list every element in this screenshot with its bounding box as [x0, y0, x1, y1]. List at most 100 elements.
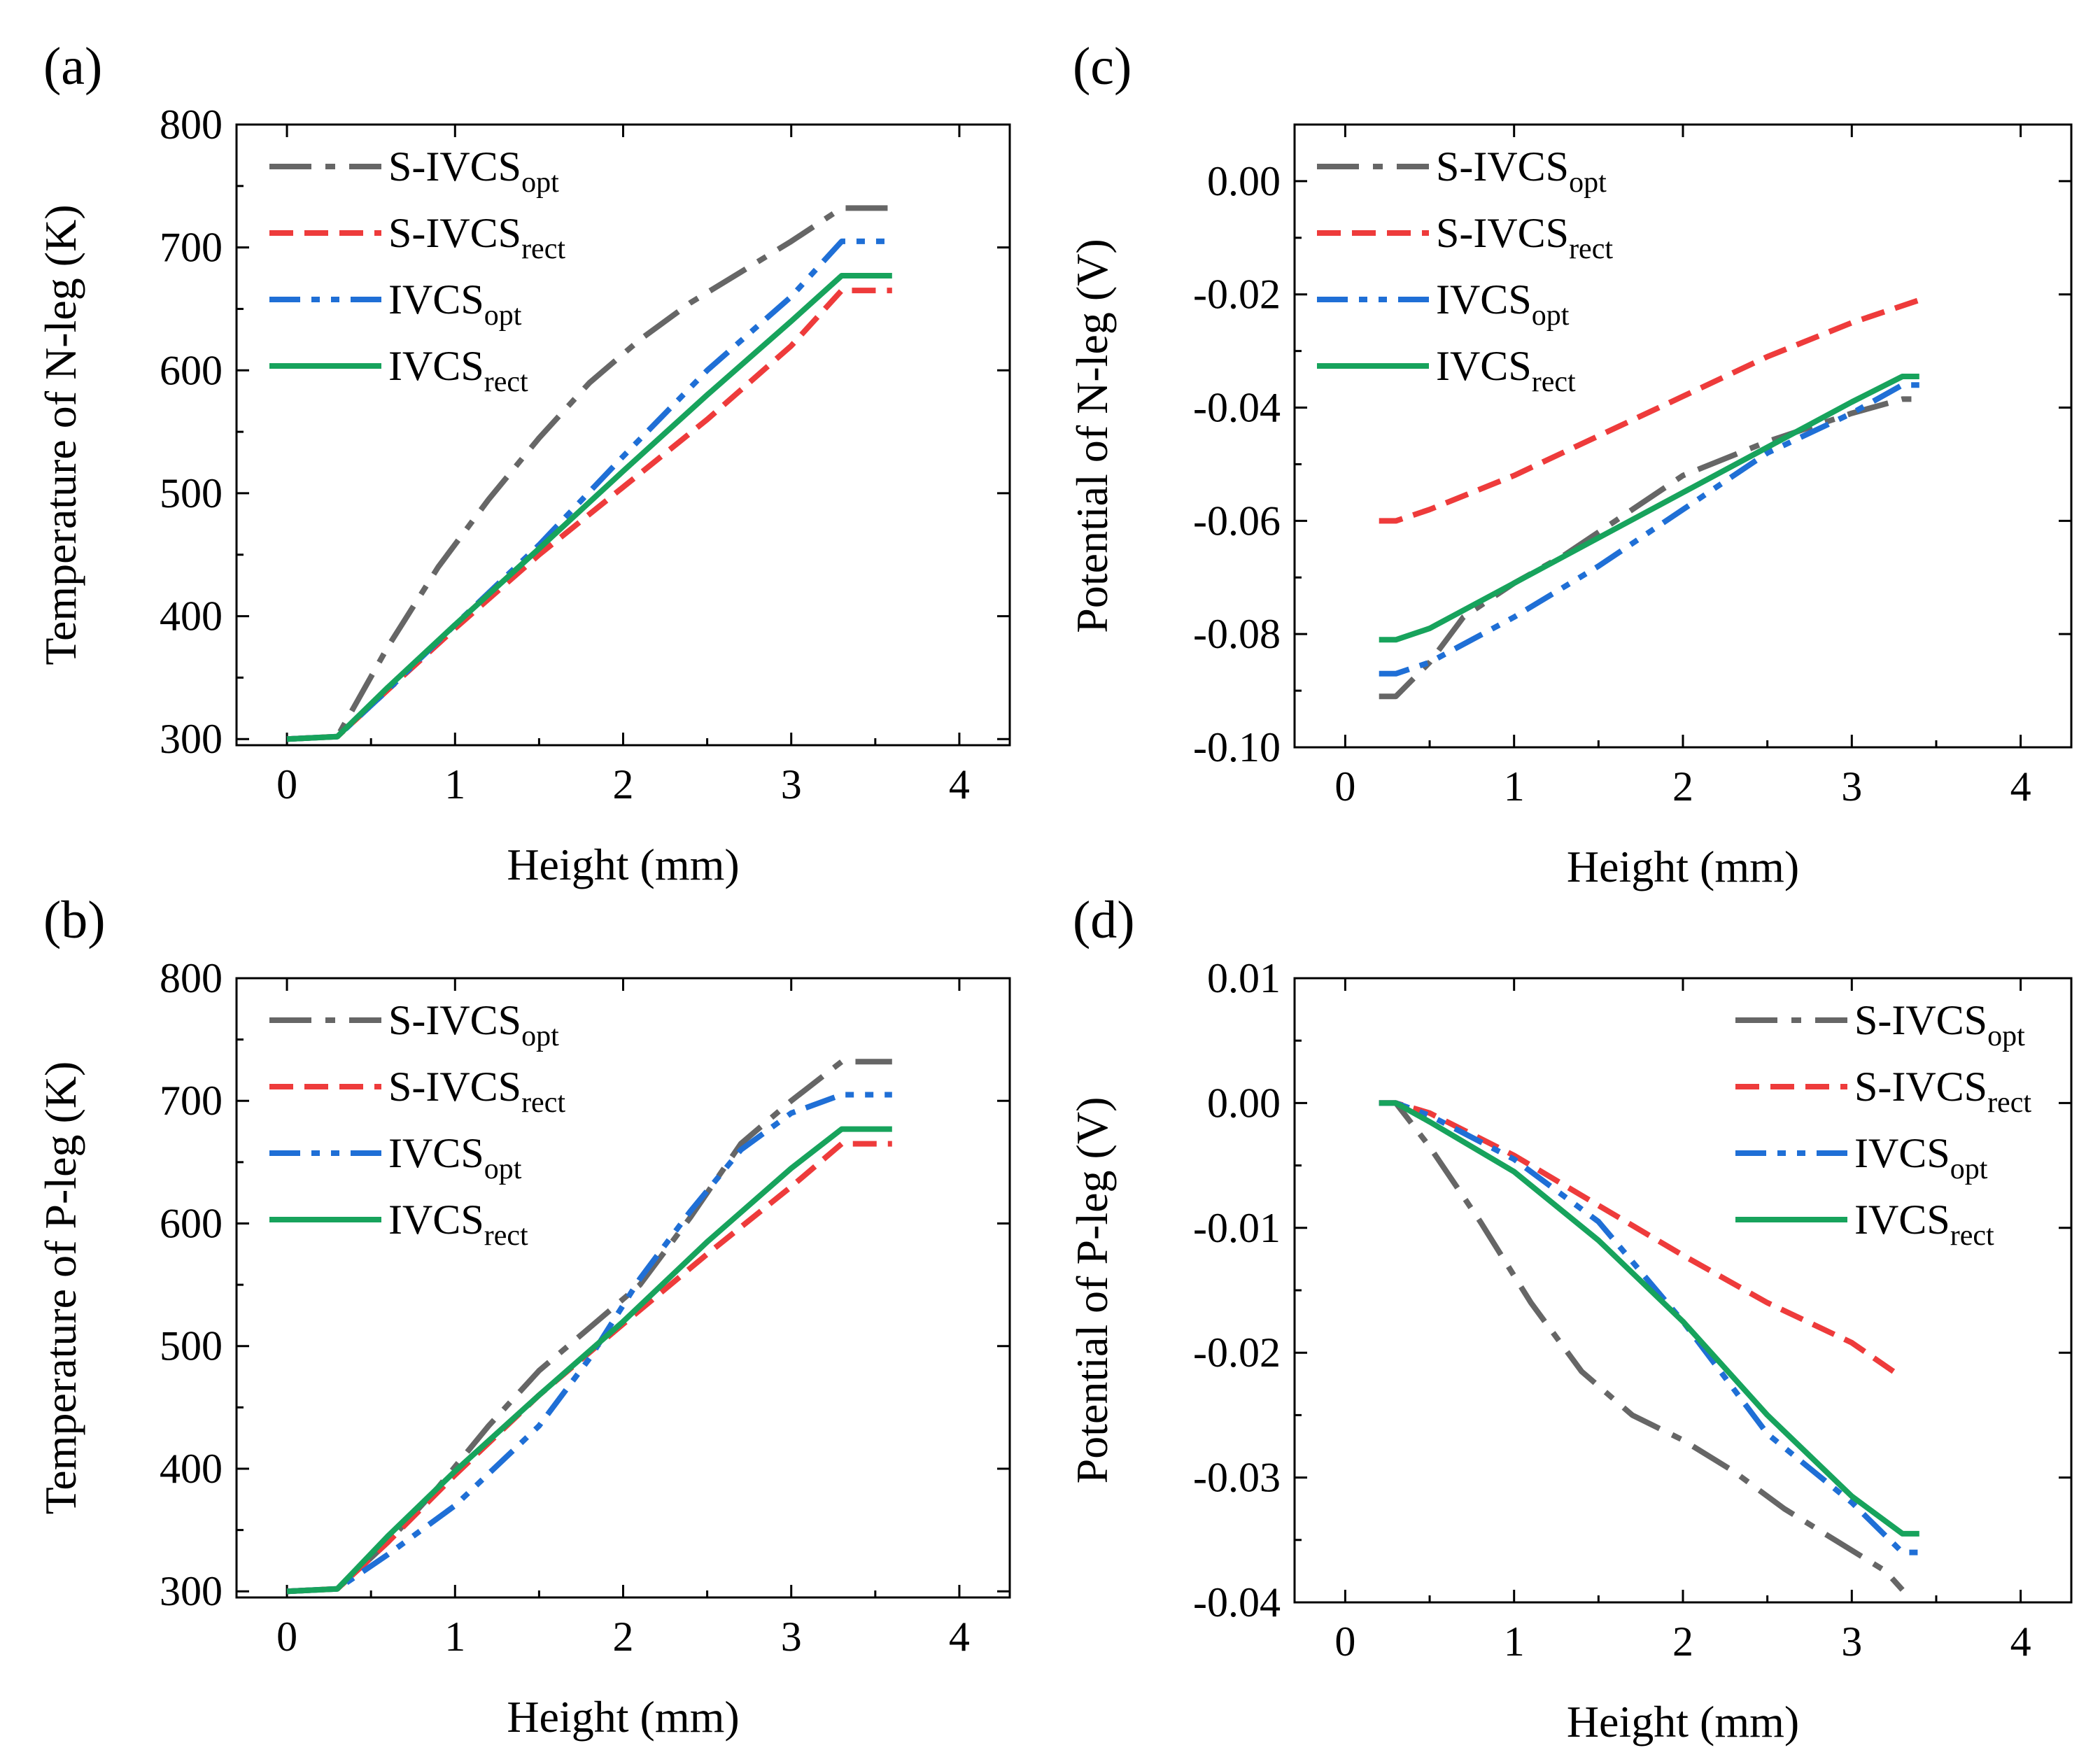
x-tick-label: 3 — [781, 1614, 802, 1660]
legend-entry: S-IVCSrect — [1436, 210, 1613, 265]
y-axis-title: Temperature of P-leg (K) — [36, 1061, 85, 1515]
x-tick-label: 3 — [1841, 1618, 1862, 1665]
x-tick-label: 1 — [444, 1614, 465, 1660]
legend-subscript: opt — [521, 167, 559, 199]
x-tick-label: 2 — [613, 1614, 634, 1660]
y-tick-label: -0.02 — [1193, 271, 1281, 318]
panel-label-a: (a) — [43, 37, 102, 96]
x-tick-label: 1 — [444, 761, 465, 807]
y-axis-title: Potential of P-leg (V) — [1067, 1097, 1117, 1484]
y-tick-label: 0.01 — [1207, 955, 1281, 1001]
legend-entry: S-IVCSopt — [1854, 997, 2025, 1052]
legend-name: S-IVCS — [388, 997, 521, 1043]
legend-entry: S-IVCSrect — [388, 1064, 565, 1119]
y-tick-label: 800 — [160, 955, 223, 1001]
y-tick-label: -0.01 — [1193, 1205, 1281, 1251]
legend-subscript: opt — [484, 299, 522, 332]
y-tick-label: -0.04 — [1193, 1579, 1281, 1625]
panel-label-d: (d) — [1073, 891, 1135, 950]
legend-subscript: opt — [1987, 1020, 2025, 1052]
legend-entry: S-IVCSopt — [1436, 143, 1607, 199]
legend-entry: IVCSrect — [388, 343, 528, 398]
panel-c: (c) 0 1 2 3 4 -0.10 -0.08 -0.06 -0.04 -0.02 0.00 Hei… — [1067, 37, 2073, 891]
legend-subscript: opt — [1532, 299, 1570, 332]
legend-subscript: opt — [484, 1153, 522, 1185]
y-tick-label: -0.02 — [1193, 1329, 1281, 1376]
legend-name: IVCS — [388, 276, 484, 323]
legend-name: S-IVCS — [388, 1064, 521, 1110]
series-line-ivcs-opt — [1379, 1100, 1919, 1555]
series-line-ivcs-rect — [286, 1126, 892, 1595]
y-tick-label: 800 — [160, 101, 223, 148]
x-tick-label: 4 — [2010, 1618, 2031, 1665]
legend-subscript: rect — [1532, 366, 1576, 398]
y-tick-label: -0.08 — [1193, 611, 1281, 657]
series-line-ivcs-rect — [1379, 1100, 1919, 1537]
x-tick-label: 3 — [781, 761, 802, 807]
y-tick-label: -0.10 — [1193, 724, 1281, 770]
x-tick-label: 1 — [1504, 763, 1525, 810]
panel-label-c: (c) — [1073, 37, 1132, 96]
series-line-ivcs-rect — [286, 273, 892, 742]
x-axis-title: Height (mm) — [1567, 842, 1799, 891]
legend-subscript: opt — [521, 1020, 559, 1052]
series-line-s-ivcs-opt — [286, 205, 892, 742]
plot-frame — [235, 123, 1011, 747]
legend-entry: IVCSrect — [388, 1197, 528, 1252]
x-tick-label: 1 — [1504, 1618, 1525, 1665]
x-tick-label: 0 — [276, 761, 297, 807]
series-line-s-ivcs-rect — [286, 288, 892, 742]
y-tick-label: 0.00 — [1207, 1080, 1281, 1126]
legend-name: S-IVCS — [1854, 997, 1987, 1043]
legend-subscript: rect — [484, 1220, 528, 1252]
series-line-s-ivcs-opt — [1379, 1100, 1905, 1592]
legend-subscript: rect — [1987, 1087, 2031, 1119]
x-axis-title: Height (mm) — [507, 840, 739, 889]
legend-name: IVCS — [1436, 343, 1532, 389]
plot-frame — [235, 977, 1011, 1599]
y-tick-label: 300 — [160, 716, 223, 762]
legend-entry: IVCSrect — [1854, 1197, 1994, 1252]
series-line-ivcs-opt — [286, 238, 892, 742]
x-tick-label: 2 — [613, 761, 634, 807]
x-tick-label: 2 — [1672, 763, 1693, 810]
series-line-ivcs-rect — [1379, 374, 1919, 643]
x-tick-label: 4 — [949, 761, 970, 807]
legend-name: IVCS — [1436, 276, 1532, 323]
y-tick-label: 500 — [160, 1323, 223, 1369]
legend-name: S-IVCS — [1854, 1064, 1987, 1110]
x-axis-title: Height (mm) — [507, 1692, 739, 1742]
y-tick-label: 700 — [160, 1078, 223, 1124]
y-tick-label: 400 — [160, 593, 223, 640]
y-tick-label: 0.00 — [1207, 158, 1281, 204]
series-line-s-ivcs-rect — [286, 1141, 892, 1595]
series-line-s-ivcs-opt — [1379, 396, 1919, 700]
legend-name: IVCS — [1854, 1130, 1950, 1176]
legend-name: S-IVCS — [1436, 210, 1569, 256]
legend-name: IVCS — [388, 1197, 484, 1243]
legend-subscript: opt — [1950, 1153, 1988, 1185]
legend-name: IVCS — [1854, 1197, 1950, 1243]
legend-subscript: rect — [484, 366, 528, 398]
legend-entry: S-IVCSopt — [388, 997, 559, 1052]
y-tick-label: 600 — [160, 347, 223, 393]
y-tick-label: -0.06 — [1193, 498, 1281, 544]
legend-entry: IVCSopt — [1854, 1130, 1988, 1185]
legend-name: S-IVCS — [1436, 143, 1569, 190]
y-tick-label: -0.04 — [1193, 385, 1281, 431]
series-line-ivcs-opt — [1379, 382, 1919, 677]
legend-name: IVCS — [388, 1130, 484, 1176]
legend-entry: IVCSrect — [1436, 343, 1576, 398]
legend-entry: IVCSopt — [1436, 276, 1570, 332]
y-axis-title: Potential of N-leg (V) — [1067, 239, 1117, 633]
x-tick-label: 4 — [949, 1614, 970, 1660]
legend-entry: IVCSopt — [388, 276, 522, 332]
legend-subscript: rect — [1950, 1220, 1994, 1252]
x-tick-label: 0 — [1334, 763, 1355, 810]
y-tick-label: 700 — [160, 225, 223, 271]
